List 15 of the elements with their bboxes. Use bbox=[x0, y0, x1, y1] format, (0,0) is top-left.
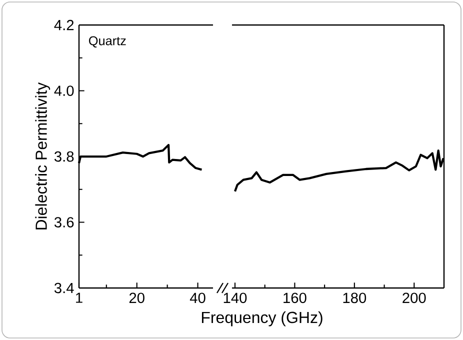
y-axis-title: Dielectric Permittivity bbox=[35, 82, 50, 230]
y-tick-label: 3.4 bbox=[54, 282, 74, 294]
y-tick-label: 3.6 bbox=[54, 217, 74, 228]
x-tick-label: 20 bbox=[129, 292, 144, 304]
x-tick-label: 160 bbox=[284, 292, 306, 304]
x-tick-label: 180 bbox=[343, 292, 366, 304]
annotation: Quartz bbox=[89, 36, 126, 48]
y-tick-label: 4.0 bbox=[54, 86, 74, 96]
x-tick-label: 1 bbox=[76, 292, 82, 303]
x-tick-label: 140 bbox=[224, 292, 247, 304]
y-tick-label: 3.8 bbox=[54, 151, 74, 162]
x-tick-label: 200 bbox=[402, 292, 426, 304]
x-tick-label: 40 bbox=[190, 292, 206, 304]
y-tick-label: 4.2 bbox=[54, 20, 74, 30]
x-axis-title: Frequency (GHz) bbox=[202, 311, 322, 326]
